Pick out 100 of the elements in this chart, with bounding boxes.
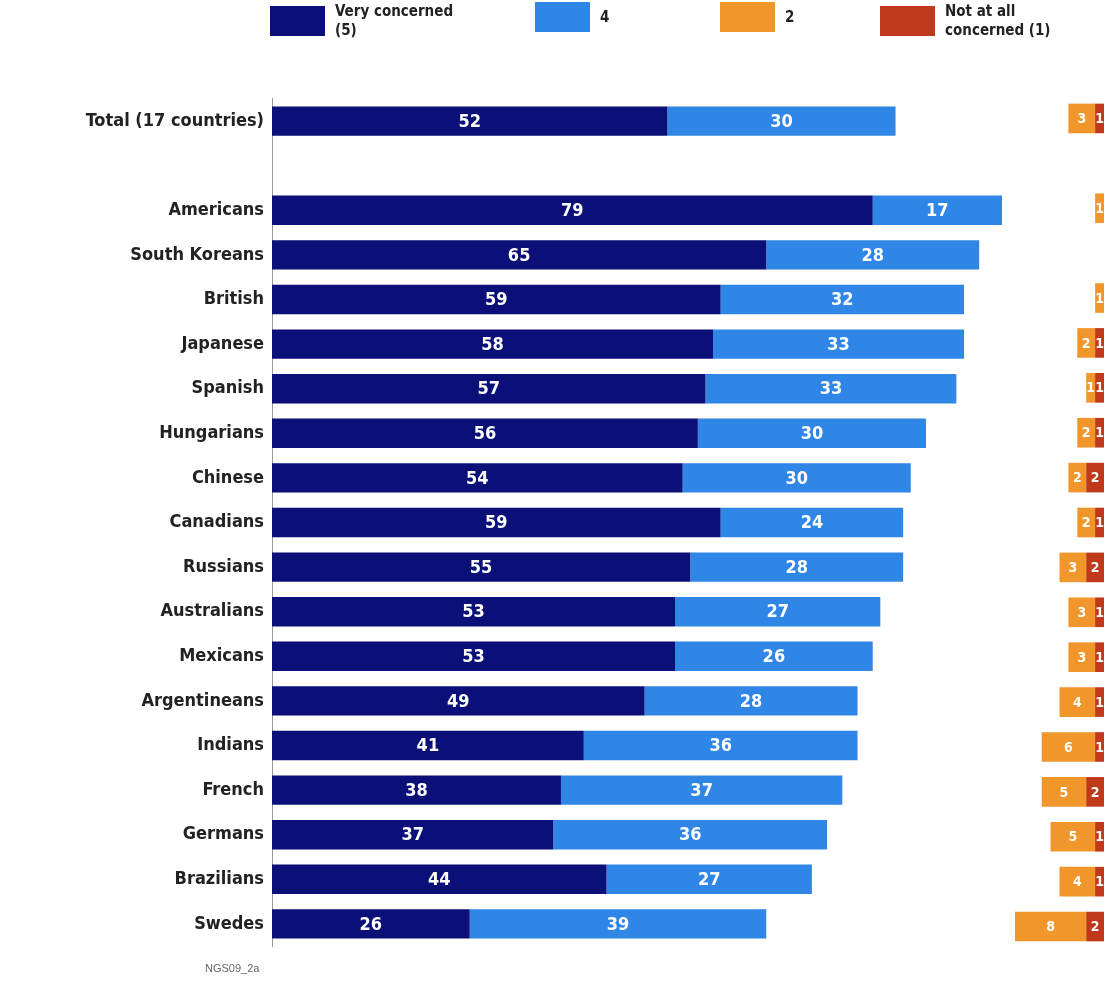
data-label: 4 xyxy=(1072,693,1082,710)
bar xyxy=(697,418,926,449)
y-tick-label: Total (17 countries) xyxy=(85,108,264,130)
data-label: 8 xyxy=(1046,918,1055,935)
bar xyxy=(272,106,668,136)
bar xyxy=(720,507,904,538)
data-label: 24 xyxy=(800,511,824,533)
y-tick-label: Spanish xyxy=(191,376,264,398)
bar xyxy=(272,463,683,493)
bar xyxy=(1041,777,1087,807)
data-label: 1 xyxy=(1086,379,1096,396)
legend-label: 2 xyxy=(785,7,795,27)
data-label: 5 xyxy=(1059,783,1069,800)
bar xyxy=(272,775,561,805)
bar xyxy=(1041,732,1096,762)
data-label: 28 xyxy=(785,555,808,577)
data-label: 1 xyxy=(1095,199,1104,216)
bar xyxy=(272,195,873,226)
bar xyxy=(682,463,911,493)
bar xyxy=(675,641,873,672)
data-label: 1 xyxy=(1095,424,1104,441)
bar xyxy=(272,641,676,672)
data-label: 52 xyxy=(458,109,481,131)
y-tick-label: Americans xyxy=(168,197,264,219)
y-tick-label: British xyxy=(203,287,264,309)
bar xyxy=(1068,642,1096,672)
y-tick-label: Germans xyxy=(182,822,264,844)
data-label: 1 xyxy=(1095,514,1104,531)
data-label: 2 xyxy=(1072,469,1082,486)
data-label: 26 xyxy=(762,644,786,666)
bar xyxy=(644,686,858,716)
bar xyxy=(1050,821,1096,852)
data-label: 56 xyxy=(473,421,497,443)
bar xyxy=(272,552,691,582)
data-label: 17 xyxy=(926,198,949,220)
data-label: 2 xyxy=(1081,334,1091,351)
data-label: 1 xyxy=(1095,603,1104,620)
bar xyxy=(272,373,706,404)
bar xyxy=(553,819,828,850)
bar xyxy=(1068,103,1096,134)
data-label: 26 xyxy=(359,912,383,934)
data-label: 1 xyxy=(1095,379,1104,396)
data-label: 65 xyxy=(507,243,531,265)
data-label: 1 xyxy=(1095,828,1104,845)
y-tick-label: South Koreans xyxy=(130,242,264,264)
data-label: 55 xyxy=(469,555,493,577)
y-tick-label: Australians xyxy=(160,599,264,621)
data-label: 6 xyxy=(1064,738,1074,755)
data-label: 30 xyxy=(770,109,793,131)
bar xyxy=(272,507,721,538)
data-label: 3 xyxy=(1077,603,1087,620)
bar xyxy=(272,284,721,315)
data-label: 3 xyxy=(1077,110,1087,127)
data-label: 79 xyxy=(561,198,584,220)
data-label: 54 xyxy=(466,466,489,488)
bar xyxy=(606,864,812,895)
data-label: 5 xyxy=(1068,828,1078,845)
bar xyxy=(469,909,767,939)
data-label: 2 xyxy=(1090,559,1100,576)
bar xyxy=(272,596,676,627)
bar xyxy=(713,329,964,359)
data-label: 30 xyxy=(800,421,824,443)
data-label: 59 xyxy=(485,288,508,310)
data-label: 53 xyxy=(462,644,485,666)
data-label: 53 xyxy=(462,600,485,622)
y-tick-label: Swedes xyxy=(194,911,264,933)
bar xyxy=(1059,866,1096,897)
bar xyxy=(675,596,881,627)
bar xyxy=(272,329,714,359)
data-label: 37 xyxy=(690,778,713,800)
data-label: 44 xyxy=(428,867,451,889)
bar xyxy=(272,240,767,270)
bar xyxy=(272,909,470,939)
y-tick-label: Japanese xyxy=(180,331,265,353)
bar xyxy=(872,195,1002,226)
bar xyxy=(667,106,896,136)
bar xyxy=(690,552,904,582)
bar xyxy=(705,373,957,404)
y-tick-label: Mexicans xyxy=(179,643,264,665)
data-label: 1 xyxy=(1095,873,1104,890)
bar xyxy=(1077,328,1096,358)
bar xyxy=(272,819,554,850)
bar xyxy=(1068,597,1096,628)
data-label: 30 xyxy=(785,466,808,488)
bar xyxy=(272,864,607,895)
data-label: 1 xyxy=(1095,693,1104,710)
bar xyxy=(272,686,645,716)
data-label: 2 xyxy=(1081,514,1091,531)
data-label: 38 xyxy=(405,778,428,800)
data-label: 32 xyxy=(831,288,854,310)
data-label: 27 xyxy=(766,600,789,622)
y-tick-label: Indians xyxy=(197,733,264,755)
y-tick-label: Hungarians xyxy=(159,420,264,442)
y-tick-label: Brazilians xyxy=(174,866,264,888)
data-label: 2 xyxy=(1090,469,1100,486)
y-tick-label: French xyxy=(202,777,264,799)
data-label: 28 xyxy=(739,689,763,711)
data-label: 37 xyxy=(401,823,424,845)
bar xyxy=(272,418,698,449)
data-label: 41 xyxy=(416,734,440,756)
